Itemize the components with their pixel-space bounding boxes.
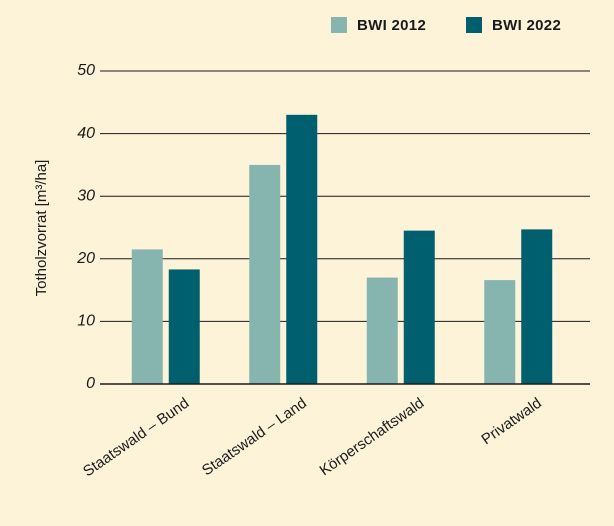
bar [484,280,516,384]
legend-label: BWI 2022 [492,17,561,34]
bar [366,277,398,384]
y-tick-label: 50 [77,62,95,79]
bar [521,229,553,384]
y-tick-label: 40 [77,125,95,142]
bar [168,269,200,384]
bar [286,114,318,384]
y-tick-label: 0 [86,375,95,392]
bar [131,249,163,384]
legend-swatch [331,17,347,33]
legend-label: BWI 2012 [357,17,426,34]
y-tick-label: 10 [77,313,95,330]
y-tick-label: 20 [76,250,95,267]
y-axis-label: Totholzvorrat [m³/ha] [33,160,50,297]
bar [249,164,281,384]
legend-swatch [466,17,482,33]
y-tick-label: 30 [77,187,95,204]
bar [403,230,435,384]
